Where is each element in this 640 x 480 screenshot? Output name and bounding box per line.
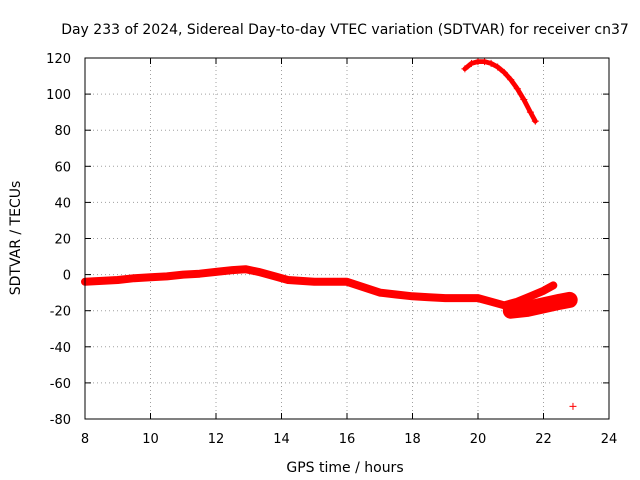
series-late-spread-point: [540, 301, 547, 309]
series-main-band-point: [458, 294, 466, 302]
axis-ticks: 8 10 12 14 16 18 20 22 24 -80 -60 -40 -20 0 20 40 60 80 10…: [46, 52, 617, 447]
series-late-spread-point: [556, 298, 564, 306]
y-tick-label: -40: [50, 341, 71, 356]
data-series: [81, 58, 578, 410]
plot-frame: [84, 57, 610, 420]
chart-title: Day 233 of 2024, Sidereal Day-to-day VTE…: [61, 22, 629, 38]
series-high-arc-point: [513, 85, 521, 93]
y-axis-label: SDTVAR / TECUs: [8, 181, 24, 296]
series-main-band-point: [327, 278, 335, 286]
series-main-band-point: [284, 276, 292, 284]
series-high-arc-point: [487, 59, 495, 67]
y-tick-label: 60: [54, 160, 71, 175]
series-main-band-point: [376, 289, 384, 297]
series-high-arc-point: [467, 59, 475, 67]
series-high-arc-point: [481, 58, 489, 66]
x-tick-label: 22: [535, 432, 552, 447]
series-late-spread-point: [507, 307, 515, 315]
series-high-arc-point: [474, 58, 482, 66]
series-high-arc-point: [507, 76, 515, 84]
series-main-band-point: [549, 281, 557, 289]
series-main-band-point: [241, 265, 249, 273]
series-main-band-point: [526, 292, 534, 300]
series-main-band-point: [255, 268, 263, 276]
y-tick-label: 120: [46, 52, 71, 67]
series-main-band-point: [441, 294, 449, 302]
series-main-band-point: [179, 271, 187, 279]
x-tick-label: 10: [142, 432, 159, 447]
y-tick-label: -80: [50, 413, 71, 428]
series-main-band-point: [114, 276, 122, 284]
y-tick-label: 0: [63, 269, 71, 284]
y-tick-label: 40: [54, 196, 71, 211]
series-high-arc-point: [520, 96, 528, 104]
series-main-band-point: [359, 283, 367, 291]
series-main-band-point: [297, 277, 305, 285]
series-main-band-point: [310, 278, 318, 286]
series-main-band-line: [81, 265, 558, 310]
y-tick-label: 80: [54, 124, 71, 139]
series-late-spread-point: [566, 296, 574, 304]
series-main-band-point: [271, 272, 279, 280]
y-tick-label: 20: [54, 233, 71, 248]
series-main-band-point: [487, 298, 495, 306]
series-high-arc-point: [526, 108, 534, 116]
series-main-band-point: [425, 293, 433, 301]
series-main-band-point: [163, 272, 171, 280]
x-tick-label: 14: [273, 432, 290, 447]
y-tick-label: -60: [50, 377, 71, 392]
series-high-arc-point: [531, 117, 539, 125]
series-main-band-point: [228, 266, 236, 274]
series-high-arc-point: [494, 63, 502, 71]
x-tick-label: 18: [404, 432, 421, 447]
series-main-band-point: [196, 270, 204, 278]
series-high-arc-line: [462, 59, 538, 124]
series-main-band-point: [212, 268, 220, 276]
series-main-band-point: [97, 277, 105, 285]
series-main-band-point: [392, 290, 400, 298]
x-tick-label: 16: [339, 432, 356, 447]
x-tick-label: 20: [470, 432, 487, 447]
x-tick-label: 12: [208, 432, 225, 447]
y-tick-label: -20: [50, 305, 71, 320]
series-main-band-point: [343, 278, 351, 286]
series-main-band-point: [409, 292, 416, 300]
series-high-arc-point: [461, 65, 469, 73]
series-main-band-point: [540, 287, 547, 295]
x-tick-label: 24: [601, 432, 618, 447]
series-main-band-point: [474, 294, 482, 302]
series-main-band-point: [147, 273, 154, 281]
series-outlier-point: [569, 402, 577, 410]
x-axis-label: GPS time / hours: [286, 460, 403, 476]
series-high-arc-point: [500, 68, 508, 76]
series-late-spread-point: [523, 305, 531, 313]
x-tick-label: 8: [81, 432, 89, 447]
series-main-band-point: [130, 274, 138, 282]
y-tick-label: 100: [46, 88, 71, 103]
